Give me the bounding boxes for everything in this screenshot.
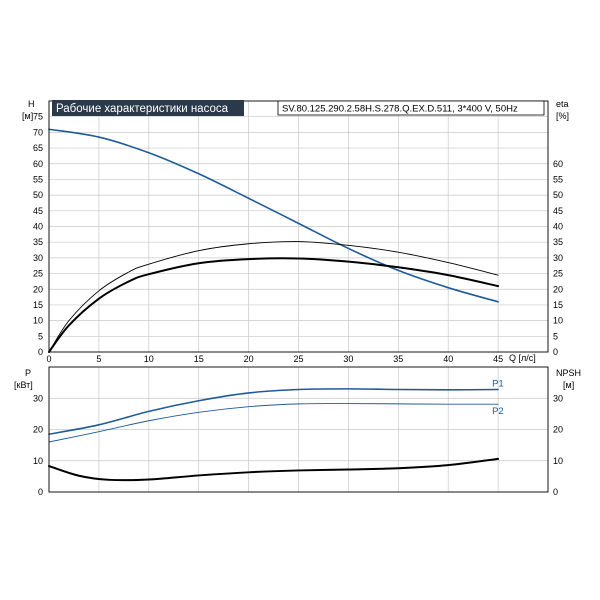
top-right-tick-label: 45: [553, 206, 563, 216]
top-right-tick-label: 5: [553, 331, 558, 341]
top-left-tick-label: 40: [33, 222, 43, 232]
top-left-tick-label: 70: [33, 127, 43, 137]
top-right-tick-label: 0: [553, 347, 558, 357]
top-left-tick-label: 75: [33, 112, 43, 122]
top-right-tick-label: 10: [553, 316, 563, 326]
bottom-right-tick-label: 20: [553, 425, 563, 435]
top-left-tick-label: 20: [33, 284, 43, 294]
bottom-series-line-2: [48, 457, 500, 482]
x-tick-label: 45: [493, 354, 503, 364]
x-tick-label: 15: [194, 354, 204, 364]
power-axis-unit: [кВт]: [14, 380, 33, 390]
top-right-tick-label: 30: [553, 253, 563, 263]
x-tick-label: 5: [96, 354, 101, 364]
power-axis-label: P: [25, 368, 31, 378]
pump-model: SV.80.125.290.2.58H.S.278.Q.EX.D.511, 3*…: [282, 104, 518, 115]
x-tick-label: 30: [343, 354, 353, 364]
bottom-left-tick-label: 0: [38, 487, 43, 497]
x-tick-label: 20: [244, 354, 254, 364]
bottom-chart-grid: [48, 367, 549, 493]
chart-title: Рабочие характеристики насоса: [56, 103, 229, 115]
model-box: [277, 100, 545, 116]
bottom-left-tick-label: 10: [33, 456, 43, 466]
npsh-axis-unit: [м]: [563, 380, 574, 390]
top-left-tick-label: 5: [38, 331, 43, 341]
top-left-tick-label: 15: [33, 300, 43, 310]
x-tick-label: 35: [393, 354, 403, 364]
top-right-tick-label: 50: [553, 190, 563, 200]
efficiency-axis-label: eta: [556, 99, 569, 109]
top-right-tick-label: 25: [553, 269, 563, 279]
top-right-tick-label: 40: [553, 222, 563, 232]
bottom-right-tick-label: 0: [553, 487, 558, 497]
top-right-tick-label: 20: [553, 284, 563, 294]
x-tick-label: 10: [144, 354, 154, 364]
top-chart-ticks: 0510152025303540455055606570750510152025…: [33, 112, 563, 364]
top-left-tick-label: 65: [33, 143, 43, 153]
head-axis-label: H: [28, 99, 35, 109]
bottom-series-line-p2: [48, 403, 499, 443]
top-right-tick-label: 15: [553, 300, 563, 310]
top-left-tick-label: 50: [33, 190, 43, 200]
chart-title-box: [52, 100, 244, 116]
top-right-tick-label: 55: [553, 174, 563, 184]
bottom-right-tick-label: 30: [553, 393, 563, 403]
top-left-tick-label: 45: [33, 206, 43, 216]
x-tick-label: 40: [443, 354, 453, 364]
bottom-chart-frame: [48, 366, 549, 493]
series-label-p2: P2: [492, 406, 504, 417]
flow-axis-label: Q [л/с]: [509, 353, 536, 363]
head-axis-unit: [м]: [22, 111, 33, 121]
top-series-line-1: [48, 257, 500, 353]
series-labels: P1 P2: [492, 379, 504, 418]
top-right-tick-label: 60: [553, 159, 563, 169]
bottom-chart-series: [48, 388, 500, 482]
efficiency-axis-unit: [%]: [556, 111, 569, 121]
top-left-tick-label: 10: [33, 316, 43, 326]
bottom-left-tick-label: 30: [33, 393, 43, 403]
top-right-tick-label: 35: [553, 237, 563, 247]
top-left-tick-label: 35: [33, 237, 43, 247]
bottom-series-line-p1: [48, 388, 499, 435]
bottom-right-tick-label: 10: [553, 456, 563, 466]
top-series-line-2: [48, 241, 499, 353]
top-left-tick-label: 30: [33, 253, 43, 263]
top-left-tick-label: 0: [38, 347, 43, 357]
top-chart-series: [48, 128, 500, 353]
top-left-tick-label: 55: [33, 174, 43, 184]
top-chart-grid: [48, 101, 549, 353]
x-tick-label: 0: [46, 354, 51, 364]
series-label-p1: P1: [492, 379, 504, 390]
bottom-chart-ticks: 0 10 20 30 0 10 20 30: [33, 393, 563, 497]
npsh-axis-label: NPSH: [556, 368, 581, 378]
top-left-tick-label: 25: [33, 269, 43, 279]
top-series-line-0: [48, 128, 499, 303]
top-left-tick-label: 60: [33, 159, 43, 169]
x-tick-label: 25: [293, 354, 303, 364]
bottom-left-tick-label: 20: [33, 425, 43, 435]
